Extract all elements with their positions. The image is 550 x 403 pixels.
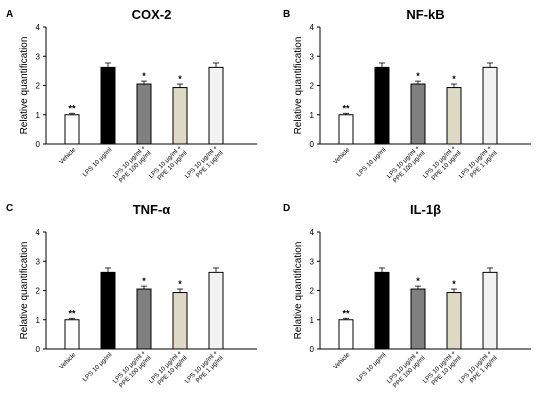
significance-marker: * bbox=[416, 71, 420, 81]
y-tick-label: 1 bbox=[36, 111, 41, 120]
x-tick-label: LPS 10 μg/ml bbox=[356, 146, 388, 178]
bar bbox=[446, 87, 462, 145]
bar bbox=[338, 114, 354, 145]
panel-letter: D bbox=[283, 203, 290, 214]
y-tick-label: 0 bbox=[36, 140, 41, 149]
bar bbox=[172, 292, 188, 350]
y-tick-label: 1 bbox=[310, 316, 315, 325]
bar bbox=[172, 87, 188, 145]
significance-marker: * bbox=[142, 276, 146, 286]
chart-title: IL-1β bbox=[410, 202, 441, 217]
x-tick-label: LPS 10 μg/ml +PPE 1 μg/ml bbox=[184, 349, 225, 390]
bar bbox=[100, 66, 116, 145]
y-axis-label: Relative quantification bbox=[19, 242, 30, 340]
x-tick-label-line: Vehicle bbox=[58, 351, 78, 371]
x-tick-label: LPS 10 μg/ml +PPE 1 μg/ml bbox=[458, 144, 499, 185]
panel-letter: A bbox=[6, 9, 13, 20]
significance-marker: * bbox=[142, 71, 146, 81]
panel-letter: B bbox=[283, 9, 290, 20]
y-tick-label: 4 bbox=[36, 23, 41, 32]
x-tick-label: LPS 10 μg/ml +PPE 10 μg/ml bbox=[148, 349, 189, 390]
x-tick-label-line: LPS 10 μg/ml bbox=[356, 146, 388, 178]
significance-marker: ** bbox=[342, 308, 350, 318]
chart-title: COX-2 bbox=[132, 7, 172, 22]
y-tick-label: 2 bbox=[310, 287, 315, 296]
x-tick-label: LPS 10 μg/ml +PPE 10 μg/ml bbox=[148, 144, 189, 185]
chart-title: NF-kB bbox=[406, 7, 444, 22]
bar bbox=[482, 66, 498, 145]
x-tick-label: LPS 10 μg/ml +PPE 100 μg/ml bbox=[112, 349, 153, 390]
bar bbox=[100, 271, 116, 350]
bar bbox=[410, 83, 426, 145]
y-tick-label: 0 bbox=[310, 140, 315, 149]
x-tick-label-line: LPS 10 μg/ml bbox=[356, 351, 388, 383]
x-tick-label: LPS 10 μg/ml bbox=[356, 351, 388, 383]
bar bbox=[208, 271, 224, 350]
x-tick-label: LPS 10 μg/ml bbox=[82, 146, 114, 178]
x-tick-label-line: LPS 10 μg/ml bbox=[82, 146, 114, 178]
bar bbox=[64, 319, 80, 350]
bar bbox=[482, 271, 498, 350]
y-tick-label: 4 bbox=[36, 228, 41, 237]
x-tick-label: LPS 10 μg/ml +PPE 100 μg/ml bbox=[386, 349, 427, 390]
bar bbox=[64, 114, 80, 145]
y-tick-label: 2 bbox=[36, 82, 41, 91]
significance-marker: * bbox=[452, 74, 456, 84]
x-tick-label: LPS 10 μg/ml +PPE 100 μg/ml bbox=[386, 144, 427, 185]
x-tick-label: LPS 10 μg/ml +PPE 100 μg/ml bbox=[112, 144, 153, 185]
x-tick-label: Vehicle bbox=[58, 146, 78, 166]
y-axis-label: Relative quantification bbox=[293, 37, 304, 135]
x-tick-label: Vehicle bbox=[332, 351, 352, 371]
chart-title: TNF-α bbox=[133, 202, 171, 217]
significance-marker: * bbox=[178, 74, 182, 84]
x-tick-label-line: Vehicle bbox=[332, 351, 352, 371]
bar bbox=[410, 288, 426, 350]
panel-letter: C bbox=[6, 203, 13, 214]
bar bbox=[136, 83, 152, 145]
x-tick-label: LPS 10 μg/ml +PPE 10 μg/ml bbox=[422, 144, 463, 185]
significance-marker: * bbox=[178, 279, 182, 289]
x-tick-label: Vehicle bbox=[332, 146, 352, 166]
y-tick-label: 3 bbox=[310, 52, 315, 61]
y-tick-label: 0 bbox=[310, 345, 315, 354]
bar bbox=[374, 66, 390, 145]
y-tick-label: 3 bbox=[36, 257, 41, 266]
bar bbox=[136, 288, 152, 350]
significance-marker: * bbox=[452, 279, 456, 289]
bar bbox=[446, 292, 462, 350]
bar bbox=[208, 66, 224, 145]
x-tick-label: LPS 10 μg/ml +PPE 10 μg/ml bbox=[422, 349, 463, 390]
y-tick-label: 3 bbox=[36, 52, 41, 61]
y-tick-label: 2 bbox=[310, 82, 315, 91]
x-tick-label: LPS 10 μg/ml bbox=[82, 351, 114, 383]
x-tick-label: Vehicle bbox=[58, 351, 78, 371]
x-tick-label: LPS 10 μg/ml +PPE 1 μg/ml bbox=[458, 349, 499, 390]
y-tick-label: 3 bbox=[310, 257, 315, 266]
y-axis-label: Relative quantification bbox=[293, 242, 304, 340]
y-tick-label: 1 bbox=[310, 111, 315, 120]
y-axis-label: Relative quantification bbox=[19, 37, 30, 135]
y-tick-label: 4 bbox=[310, 228, 315, 237]
significance-marker: ** bbox=[342, 103, 350, 113]
x-tick-label-line: LPS 10 μg/ml bbox=[82, 351, 114, 383]
x-tick-label-line: Vehicle bbox=[58, 146, 78, 166]
significance-marker: ** bbox=[68, 103, 76, 113]
y-tick-label: 1 bbox=[36, 316, 41, 325]
y-tick-label: 4 bbox=[310, 23, 315, 32]
x-tick-label: LPS 10 μg/ml +PPE 1 μg/ml bbox=[184, 144, 225, 185]
bar bbox=[338, 319, 354, 350]
significance-marker: * bbox=[416, 276, 420, 286]
significance-marker: ** bbox=[68, 308, 76, 318]
y-tick-label: 2 bbox=[36, 287, 41, 296]
x-tick-label-line: Vehicle bbox=[332, 146, 352, 166]
y-tick-label: 0 bbox=[36, 345, 41, 354]
bar bbox=[374, 271, 390, 350]
